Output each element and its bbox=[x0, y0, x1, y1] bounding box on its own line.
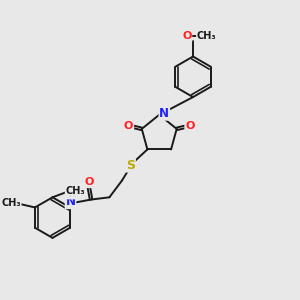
Text: O: O bbox=[182, 31, 191, 41]
Text: CH₃: CH₃ bbox=[197, 31, 216, 41]
Text: CH₃: CH₃ bbox=[1, 198, 21, 208]
Text: O: O bbox=[124, 121, 133, 131]
Text: O: O bbox=[85, 177, 94, 187]
Text: S: S bbox=[126, 159, 135, 172]
Text: CH₃: CH₃ bbox=[65, 186, 85, 196]
Text: H: H bbox=[68, 189, 76, 199]
Text: N: N bbox=[159, 107, 169, 120]
Text: N: N bbox=[65, 195, 76, 208]
Text: O: O bbox=[185, 121, 194, 131]
